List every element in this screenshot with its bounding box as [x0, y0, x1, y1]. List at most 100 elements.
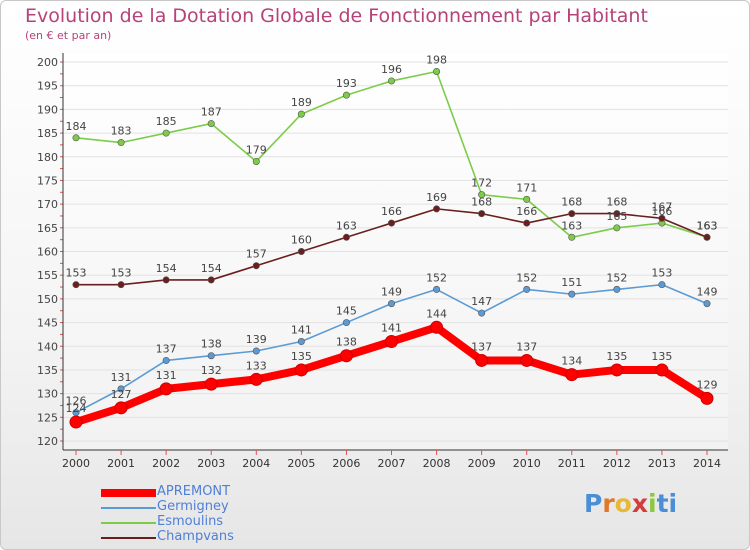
data-point-champvans — [478, 210, 486, 218]
data-label-champvans: 157 — [246, 248, 267, 261]
data-label-esmoulins: 165 — [606, 210, 627, 223]
data-label-champvans: 167 — [651, 200, 672, 213]
y-tick-label: 125 — [37, 411, 58, 424]
data-labels: 126 131 137 138 139 141 145 149 152 147 152 151 152 1… — [66, 53, 718, 415]
y-tick-label: 175 — [37, 174, 58, 187]
data-label-apremont: 131 — [156, 369, 177, 382]
y-tick-label: 180 — [37, 151, 58, 164]
data-point-esmoulins — [523, 195, 531, 203]
data-label-germigney: 149 — [381, 286, 402, 299]
x-tick-label: 2008 — [423, 457, 451, 470]
data-label-germigney: 139 — [246, 333, 267, 346]
data-label-germigney: 152 — [516, 271, 537, 284]
data-label-germigney: 151 — [561, 276, 582, 289]
data-label-champvans: 168 — [606, 196, 627, 209]
x-tick-label: 2012 — [603, 457, 631, 470]
logo-letter: x — [631, 489, 648, 518]
data-point-germigney — [433, 285, 441, 293]
x-tick-label: 2013 — [648, 457, 676, 470]
proxiti-logo: Proxiti — [584, 489, 677, 518]
x-tick-label: 2001 — [107, 457, 135, 470]
data-label-germigney: 152 — [606, 271, 627, 284]
x-tick-label: 2011 — [558, 457, 586, 470]
data-label-apremont: 144 — [426, 307, 447, 320]
data-label-apremont: 124 — [66, 402, 87, 415]
data-point-champvans — [117, 281, 125, 289]
legend-label-champvans: Champvans — [157, 529, 234, 544]
data-point-germigney — [342, 319, 350, 327]
y-tick-label: 170 — [37, 198, 58, 211]
data-label-esmoulins: 166 — [651, 205, 672, 218]
chart-title: Evolution de la Dotation Globale de Fonc… — [25, 5, 648, 27]
data-label-apremont: 134 — [561, 355, 582, 368]
data-point-germigney — [252, 347, 260, 355]
data-point-champvans — [297, 248, 305, 256]
data-label-germigney: 153 — [651, 267, 672, 280]
data-label-germigney: 138 — [201, 338, 222, 351]
data-point-apremont — [385, 335, 398, 349]
data-label-champvans: 166 — [381, 205, 402, 218]
data-point-germigney — [523, 285, 531, 293]
y-tick-label: 150 — [37, 293, 58, 306]
y-tick-label: 165 — [37, 222, 58, 235]
legend-label-germigney: Germigney — [157, 499, 229, 514]
data-label-champvans: 163 — [336, 219, 357, 232]
data-label-apremont: 137 — [516, 340, 537, 353]
y-tick-label: 140 — [37, 340, 58, 353]
x-tick-label: 2000 — [62, 457, 90, 470]
data-point-esmoulins — [613, 224, 621, 232]
data-label-esmoulins: 198 — [426, 53, 447, 66]
data-label-apremont: 133 — [246, 359, 267, 372]
data-label-esmoulins: 187 — [201, 106, 222, 119]
data-point-germigney — [568, 290, 576, 298]
data-point-apremont — [249, 372, 263, 386]
legend: APREMONT Germigney Esmoulins Champvans — [101, 484, 361, 545]
chart-subtitle: (en € et par an) — [25, 29, 112, 42]
legend-swatch-esmoulins — [101, 522, 156, 524]
data-point-champvans — [252, 262, 260, 270]
data-label-champvans: 153 — [111, 267, 132, 280]
data-point-apremont — [430, 320, 444, 334]
y-tick-label: 155 — [37, 269, 58, 282]
data-point-germigney — [658, 281, 666, 289]
x-tick-label: 2009 — [468, 457, 496, 470]
data-label-champvans: 153 — [66, 267, 87, 280]
data-point-esmoulins — [433, 67, 441, 75]
legend-item-esmoulins: Esmoulins — [101, 514, 361, 530]
logo-letter: t — [656, 489, 669, 518]
data-point-apremont — [565, 368, 579, 382]
data-point-germigney — [613, 285, 621, 293]
data-label-esmoulins: 189 — [291, 96, 312, 109]
logo-letter: r — [602, 489, 615, 518]
data-point-esmoulins — [207, 120, 215, 128]
x-tick-label: 2003 — [197, 457, 225, 470]
data-label-germigney: 137 — [156, 342, 177, 355]
data-point-apremont — [700, 391, 714, 405]
y-tick-label: 120 — [37, 435, 58, 448]
data-label-apremont: 132 — [201, 364, 222, 377]
data-label-germigney: 145 — [336, 305, 357, 318]
x-tick-label: 2010 — [513, 457, 541, 470]
data-point-apremont — [69, 415, 83, 429]
data-label-esmoulins: 185 — [156, 115, 177, 128]
data-label-apremont: 137 — [471, 340, 492, 353]
data-point-champvans — [387, 219, 395, 227]
y-tick-label: 200 — [37, 56, 58, 69]
data-label-champvans: 168 — [471, 196, 492, 209]
x-tick-label: 2007 — [378, 457, 406, 470]
data-label-apremont: 141 — [381, 322, 402, 335]
data-point-esmoulins — [387, 77, 395, 85]
data-point-champvans — [568, 210, 576, 218]
data-label-champvans: 166 — [516, 205, 537, 218]
data-point-apremont — [204, 377, 218, 391]
data-point-champvans — [613, 210, 621, 218]
data-point-champvans — [523, 219, 531, 227]
data-label-apremont: 135 — [291, 350, 312, 363]
data-label-germigney: 147 — [471, 295, 492, 308]
data-label-champvans: 160 — [291, 234, 312, 247]
axes: 120 125 130 135 140 145 150 155 160 165 170 175 180 1… — [37, 53, 728, 470]
x-tick-label: 2002 — [152, 457, 180, 470]
data-label-champvans: 168 — [561, 196, 582, 209]
